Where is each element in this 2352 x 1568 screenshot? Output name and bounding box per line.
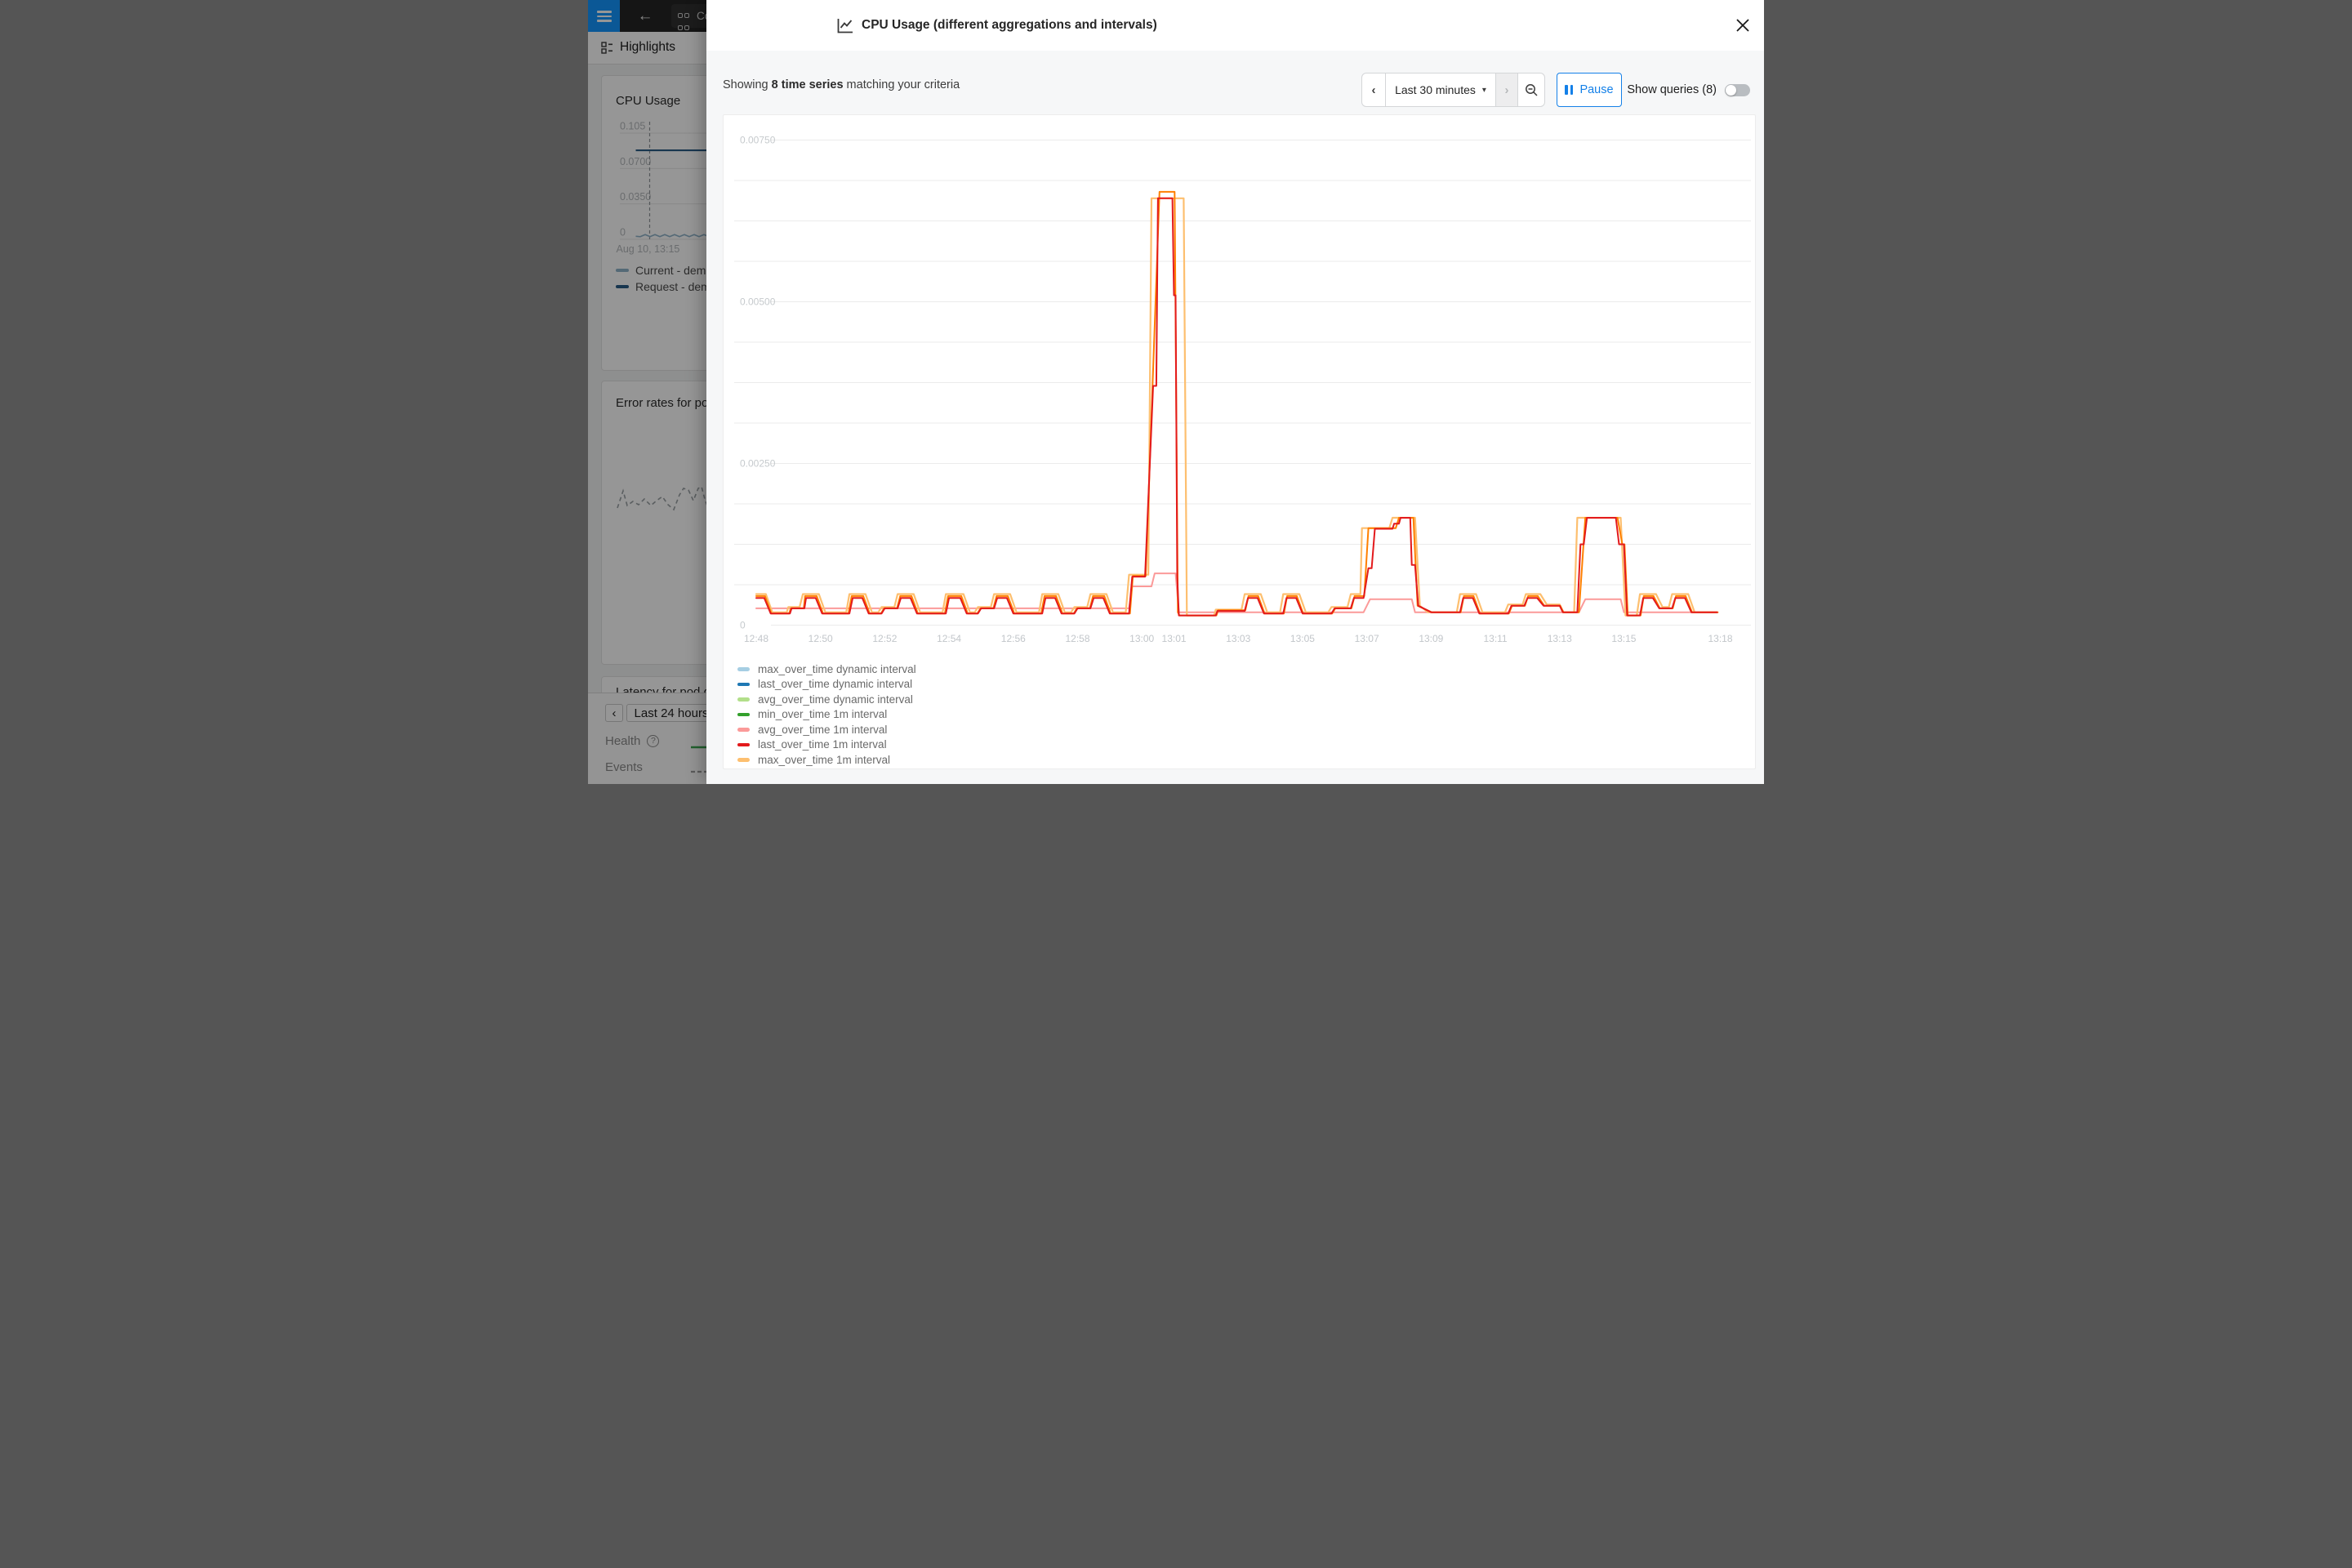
legend-item[interactable]: max_over_time 1m interval bbox=[724, 752, 916, 768]
y-axis-label: 0 bbox=[740, 620, 746, 631]
mini-legend-label: Current - demo- bbox=[635, 264, 716, 277]
show-queries-label: Show queries (8) bbox=[1627, 83, 1717, 96]
application-window: ← Console Highlights bbox=[588, 0, 1764, 784]
x-axis-label: 12:56 bbox=[1001, 633, 1026, 644]
time-range-dropdown[interactable]: Last 30 minutes ▾ bbox=[1386, 74, 1496, 106]
legend-label: max_over_time 1m interval bbox=[758, 753, 891, 766]
events-status-line bbox=[691, 770, 707, 773]
time-next-button[interactable]: › bbox=[1496, 74, 1518, 106]
y-axis-label: 0.00750 bbox=[740, 135, 776, 146]
legend-item[interactable]: avg_over_time dynamic interval bbox=[724, 692, 916, 707]
legend-swatch bbox=[737, 758, 750, 762]
mini-y-axis-label: 0.105 bbox=[620, 121, 645, 132]
mini-legend-item: Request - demo bbox=[602, 278, 717, 295]
chart-card: 0 0.00250 0.00500 0.00750 12:48 12:50 12:52 12:… bbox=[723, 114, 1756, 769]
cpu-usage-modal: CPU Usage (different aggregations and in… bbox=[706, 0, 1764, 784]
x-axis-label: 12:58 bbox=[1065, 633, 1089, 644]
mini-legend-item: Current - demo- bbox=[602, 262, 717, 278]
legend-item[interactable]: max_over_time dynamic interval bbox=[724, 662, 916, 677]
mini-legend-label: Request - demo bbox=[635, 280, 717, 293]
x-axis-label: 13:00 bbox=[1129, 633, 1154, 644]
chevron-down-icon: ▾ bbox=[1481, 85, 1486, 95]
legend-item[interactable]: last_over_time 1m interval bbox=[724, 737, 916, 753]
chart-legend: max_over_time dynamic interval last_over_… bbox=[724, 662, 916, 768]
tab-highlights-label: Highlights bbox=[620, 40, 676, 55]
help-icon: ? bbox=[647, 735, 660, 747]
legend-swatch bbox=[737, 728, 750, 732]
x-axis-label: 12:48 bbox=[744, 633, 768, 644]
mini-y-axis-label: 0.0350 bbox=[620, 191, 651, 203]
legend-label: last_over_time 1m interval bbox=[758, 738, 887, 751]
x-axis-label: 13:05 bbox=[1290, 633, 1315, 644]
highlights-icon bbox=[601, 42, 612, 54]
cpu-mini-legend: Current - demo- Request - demo bbox=[602, 262, 717, 295]
x-axis-label: 13:03 bbox=[1226, 633, 1250, 644]
zoom-out-button[interactable] bbox=[1518, 74, 1544, 106]
y-axis-label: 0.00500 bbox=[740, 296, 776, 308]
series-line-avg-over-time-1m-interval bbox=[755, 572, 1718, 613]
legend-swatch bbox=[737, 667, 750, 671]
legend-swatch bbox=[737, 682, 750, 686]
back-arrow-icon: ← bbox=[637, 7, 653, 24]
time-back-button: ‹ bbox=[605, 704, 623, 722]
x-axis-label: 13:11 bbox=[1483, 633, 1507, 644]
legend-label: last_over_time dynamic interval bbox=[758, 678, 913, 691]
legend-label: avg_over_time 1m interval bbox=[758, 723, 888, 736]
mini-y-axis-label: 0.0700 bbox=[620, 156, 651, 167]
cpu-usage-chart[interactable]: 0 0.00250 0.00500 0.00750 12:48 12:50 12:52 12:… bbox=[724, 115, 1755, 768]
series-line-8th-series-legend-hidden- bbox=[755, 190, 1719, 617]
legend-item[interactable]: last_over_time dynamic interval bbox=[724, 677, 916, 693]
events-label: Events bbox=[605, 760, 643, 774]
legend-label: max_over_time dynamic interval bbox=[758, 662, 916, 675]
x-axis-label: 13:18 bbox=[1708, 633, 1732, 644]
x-axis-label: 12:52 bbox=[872, 633, 897, 644]
legend-label: avg_over_time dynamic interval bbox=[758, 693, 913, 706]
legend-item[interactable]: min_over_time 1m interval bbox=[724, 707, 916, 723]
tab-highlights: Highlights bbox=[601, 40, 675, 55]
mini-x-axis-label: Aug 10, 13:15 bbox=[617, 243, 680, 255]
time-range-button-24h: Last 24 hours bbox=[626, 704, 716, 722]
line-chart-icon bbox=[837, 19, 853, 33]
legend-swatch bbox=[737, 742, 750, 746]
legend-swatch bbox=[737, 712, 750, 716]
pause-button[interactable]: Pause bbox=[1557, 73, 1622, 107]
cpu-panel-title: CPU Usage bbox=[616, 94, 681, 108]
series-line-max-over-time-1m-interval bbox=[755, 197, 1718, 617]
x-axis-label: 13:13 bbox=[1548, 633, 1572, 644]
mini-legend-swatch bbox=[616, 285, 629, 288]
pause-icon bbox=[1565, 85, 1574, 95]
mini-y-axis-label: 0 bbox=[620, 227, 626, 238]
time-prev-button[interactable]: ‹ bbox=[1362, 74, 1386, 106]
modal-header: CPU Usage (different aggregations and in… bbox=[706, 0, 1764, 51]
legend-item[interactable]: avg_over_time 1m interval bbox=[724, 722, 916, 737]
legend-swatch bbox=[737, 697, 750, 702]
app-grid-icon bbox=[678, 10, 691, 30]
zoom-out-icon bbox=[1525, 83, 1538, 96]
show-queries-toggle[interactable] bbox=[1725, 83, 1750, 96]
modal-title: CPU Usage (different aggregations and in… bbox=[862, 18, 1157, 32]
legend-label: min_over_time 1m interval bbox=[758, 708, 888, 721]
x-axis-label: 13:07 bbox=[1355, 633, 1379, 644]
x-axis-label: 12:54 bbox=[937, 633, 961, 644]
x-axis-label: 12:50 bbox=[808, 633, 833, 644]
show-queries-control: Show queries (8) bbox=[1627, 73, 1750, 107]
x-axis-label: 13:15 bbox=[1611, 633, 1636, 644]
health-label: Health ? bbox=[605, 734, 660, 748]
close-icon[interactable] bbox=[1733, 16, 1753, 35]
x-axis-label: 13:01 bbox=[1162, 633, 1187, 644]
hamburger-icon bbox=[597, 11, 612, 13]
series-line-last-over-time-1m-interval bbox=[755, 197, 1718, 617]
x-axis-label: 13:09 bbox=[1419, 633, 1443, 644]
hamburger-menu-button bbox=[588, 0, 620, 32]
health-status-line bbox=[691, 746, 707, 749]
y-axis-label: 0.00250 bbox=[740, 458, 776, 470]
time-range-control: ‹ Last 30 minutes ▾ › bbox=[1361, 73, 1545, 107]
error-rates-sparkline bbox=[617, 485, 710, 511]
mini-legend-swatch bbox=[616, 269, 629, 272]
series-summary: Showing 8 time series matching your crit… bbox=[723, 78, 960, 91]
